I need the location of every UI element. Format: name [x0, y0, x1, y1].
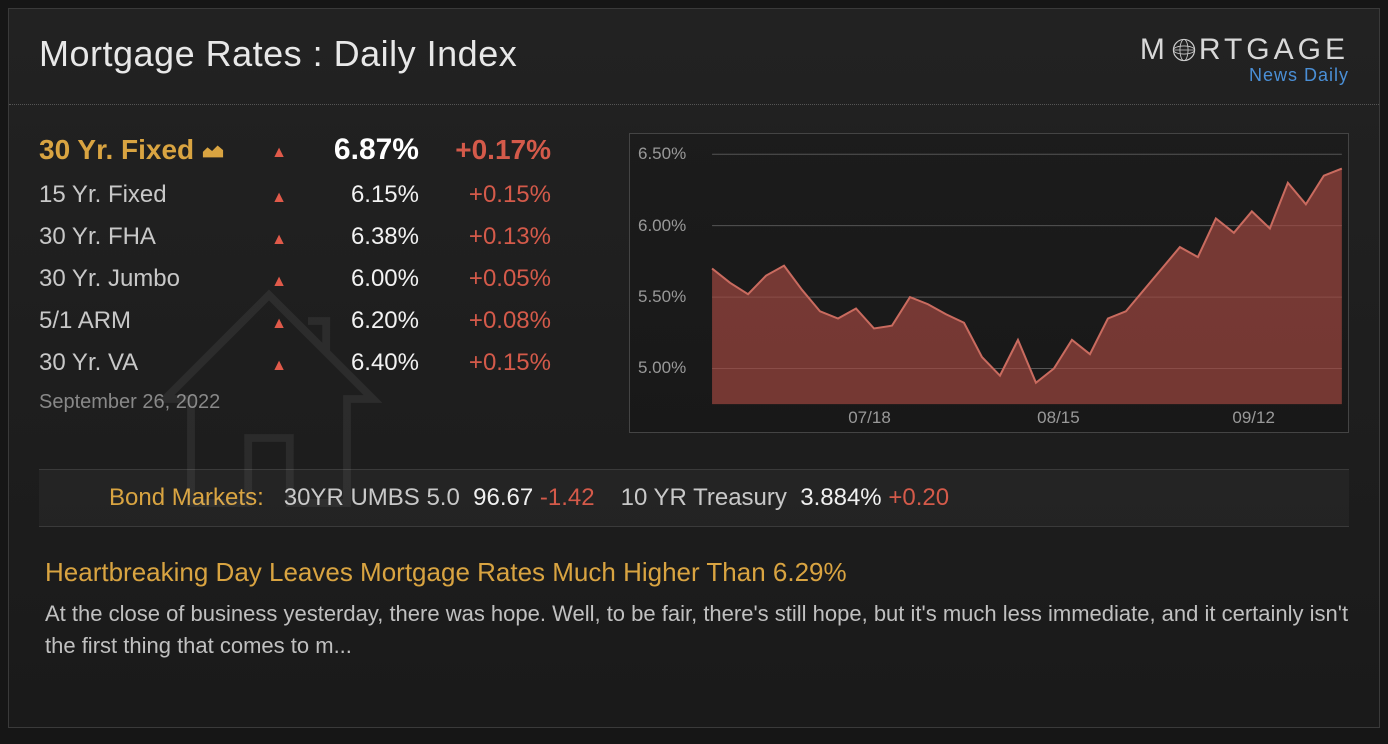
area-chart-icon — [202, 143, 224, 159]
rate-change: +0.15% — [419, 181, 559, 209]
rate-value: 6.38% — [299, 223, 419, 251]
direction-indicator: ▲ — [259, 265, 299, 293]
rate-value: 6.00% — [299, 265, 419, 293]
content-row: 30 Yr. Fixed ▲ 6.87% +0.17% 15 Yr. Fixed… — [9, 105, 1379, 443]
rate-row-primary[interactable]: 30 Yr. Fixed ▲ 6.87% +0.17% — [39, 133, 599, 167]
bond-item[interactable]: 10 YR Treasury 3.884% +0.20 — [621, 484, 949, 511]
bond-change: +0.20 — [888, 484, 949, 511]
rate-row[interactable]: 30 Yr. VA ▲ 6.40%+0.15% — [39, 349, 599, 377]
logo-text-left: M — [1140, 33, 1169, 67]
rate-value: 6.20% — [299, 307, 419, 335]
rate-row[interactable]: 30 Yr. FHA ▲ 6.38%+0.13% — [39, 223, 599, 251]
rate-change: +0.17% — [419, 134, 559, 166]
chart-column: 5.00% 5.50% 6.00% 6.50% 07/18 08/15 09/12 — [629, 133, 1349, 433]
rate-name: 30 Yr. Fixed — [39, 134, 259, 166]
direction-indicator: ▲ — [259, 181, 299, 209]
rate-history-chart[interactable]: 5.00% 5.50% 6.00% 6.50% 07/18 08/15 09/12 — [629, 133, 1349, 433]
bond-change: -1.42 — [540, 484, 595, 511]
logo-wordmark: M RTGAGE — [1140, 33, 1349, 67]
rate-name: 5/1 ARM — [39, 307, 259, 335]
article-preview[interactable]: Heartbreaking Day Leaves Mortgage Rates … — [9, 527, 1379, 672]
bond-item[interactable]: 30YR UMBS 5.0 96.67 -1.42 — [284, 484, 595, 511]
as-of-date: September 26, 2022 — [39, 391, 599, 414]
rate-value: 6.40% — [299, 349, 419, 377]
arrow-up-icon: ▲ — [271, 231, 287, 248]
rate-name: 30 Yr. FHA — [39, 223, 259, 251]
article-body: At the close of business yesterday, ther… — [45, 598, 1349, 662]
bond-label: 30YR UMBS 5.0 — [284, 484, 460, 511]
rate-value: 6.15% — [299, 181, 419, 209]
arrow-up-icon: ▲ — [271, 273, 287, 290]
rate-name: 30 Yr. VA — [39, 349, 259, 377]
bond-value: 96.67 — [473, 484, 533, 511]
chart-y-tick: 5.00% — [638, 358, 686, 378]
rate-row[interactable]: 15 Yr. Fixed ▲ 6.15%+0.15% — [39, 181, 599, 209]
article-headline: Heartbreaking Day Leaves Mortgage Rates … — [45, 557, 1349, 588]
rate-change: +0.13% — [419, 223, 559, 251]
rate-name: 30 Yr. Jumbo — [39, 265, 259, 293]
rate-row[interactable]: 30 Yr. Jumbo ▲ 6.00%+0.05% — [39, 265, 599, 293]
direction-indicator: ▲ — [259, 136, 299, 164]
direction-indicator: ▲ — [259, 349, 299, 377]
logo-subtitle: News Daily — [1140, 65, 1349, 86]
arrow-up-icon: ▲ — [271, 189, 287, 206]
dashboard-panel: Mortgage Rates : Daily Index M RTGAGE Ne… — [8, 8, 1380, 728]
chart-y-tick: 6.00% — [638, 216, 686, 236]
direction-indicator: ▲ — [259, 307, 299, 335]
arrow-up-icon: ▲ — [271, 357, 287, 374]
brand-logo[interactable]: M RTGAGE News Daily — [1140, 33, 1349, 86]
bond-bar-title: Bond Markets: — [109, 484, 264, 512]
bond-value: 3.884% — [800, 484, 881, 511]
logo-text-right: RTGAGE — [1199, 33, 1349, 67]
rates-table: 30 Yr. Fixed ▲ 6.87% +0.17% 15 Yr. Fixed… — [39, 133, 599, 433]
header: Mortgage Rates : Daily Index M RTGAGE Ne… — [9, 9, 1379, 105]
chart-x-tick: 07/18 — [848, 408, 891, 428]
direction-indicator: ▲ — [259, 223, 299, 251]
rate-row[interactable]: 5/1 ARM ▲ 6.20%+0.08% — [39, 307, 599, 335]
chart-y-tick: 6.50% — [638, 144, 686, 164]
chart-x-tick: 09/12 — [1232, 408, 1275, 428]
chart-y-tick: 5.50% — [638, 287, 686, 307]
rate-name-text: 30 Yr. Fixed — [39, 134, 194, 166]
rate-change: +0.05% — [419, 265, 559, 293]
globe-icon — [1171, 37, 1197, 63]
rate-value: 6.87% — [299, 133, 419, 167]
page-title: Mortgage Rates : Daily Index — [39, 33, 517, 75]
rate-name: 15 Yr. Fixed — [39, 181, 259, 209]
arrow-up-icon: ▲ — [271, 144, 287, 161]
arrow-up-icon: ▲ — [271, 315, 287, 332]
rate-change: +0.08% — [419, 307, 559, 335]
bond-label: 10 YR Treasury — [621, 484, 787, 511]
rate-change: +0.15% — [419, 349, 559, 377]
bond-markets-bar: Bond Markets: 30YR UMBS 5.0 96.67 -1.42 1… — [39, 469, 1349, 527]
chart-x-tick: 08/15 — [1037, 408, 1080, 428]
